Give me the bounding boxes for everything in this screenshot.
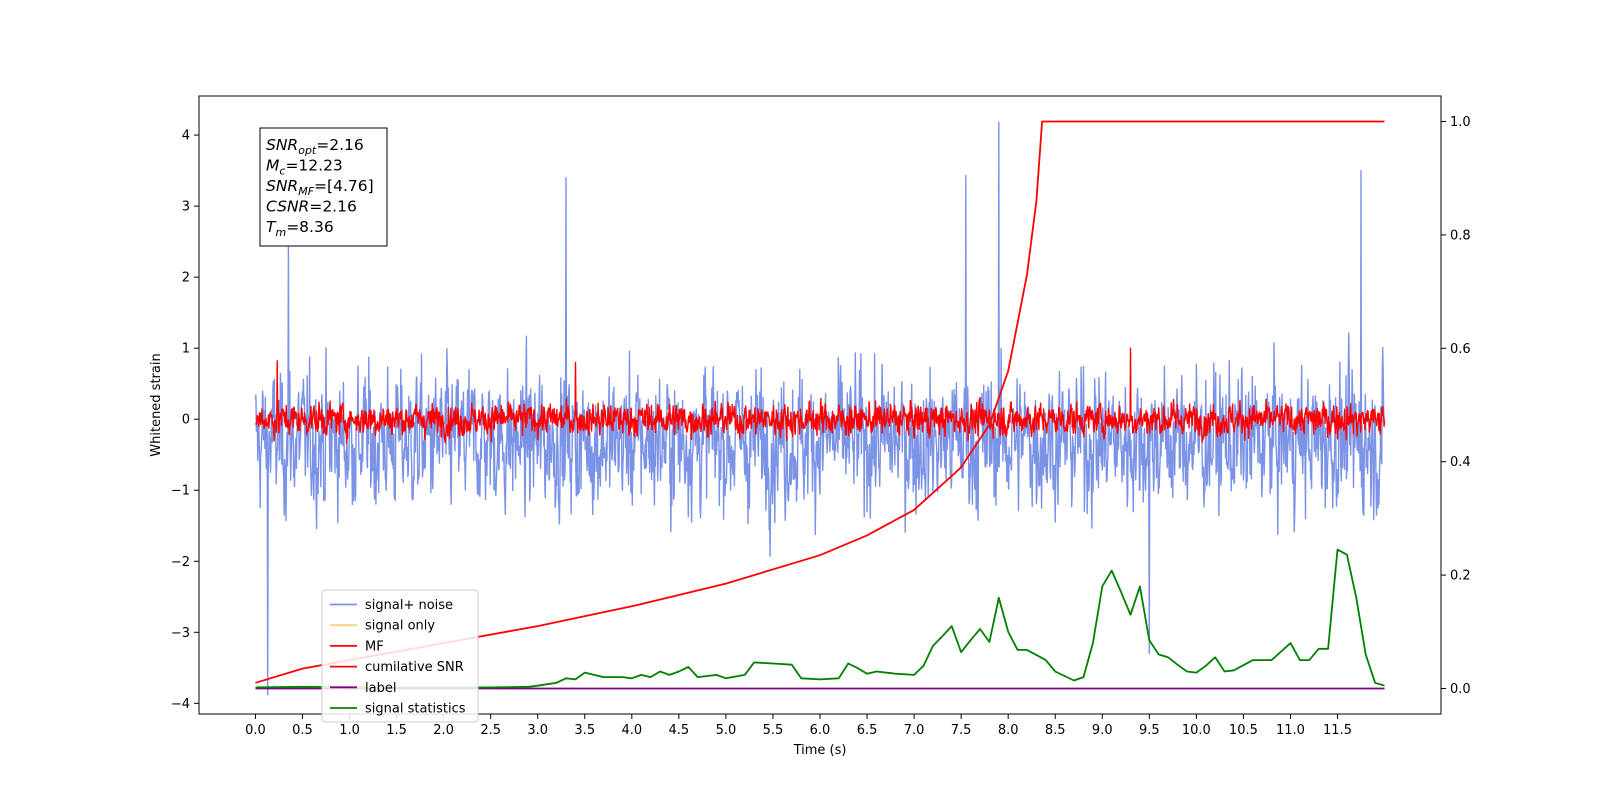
x-tick-label: 1.5: [386, 723, 407, 738]
x-tick-label: 9.5: [1139, 723, 1160, 738]
annotation-subscript: MF: [298, 185, 314, 198]
y-tick-label: −1: [171, 484, 190, 499]
x-tick-label: 3.0: [527, 723, 548, 738]
annotation-value: =8.36: [286, 218, 334, 236]
annotation-value: =2.16: [316, 136, 364, 154]
y2-tick-label: 0.8: [1450, 228, 1471, 243]
y-tick-label: −2: [171, 555, 190, 570]
x-tick-label: 11.0: [1276, 723, 1305, 738]
ticks-layer: 0.0 0.5 1.0 1.5 2.0 2.5 3.0 3.5 4.0 4.5 5.0 5.5 6.0 6…: [171, 115, 1471, 738]
annotation-subscript: opt: [298, 144, 317, 157]
legend-label: signal only: [365, 619, 435, 634]
x-tick-label: 5.0: [716, 723, 737, 738]
x-tick-label: 5.5: [763, 723, 784, 738]
x-tick-label: 10.0: [1182, 723, 1211, 738]
y2-tick-label: 0.2: [1450, 569, 1471, 584]
x-tick-label: 0.0: [245, 723, 266, 738]
y-tick-label: 2: [182, 271, 190, 286]
y-tick-label: 1: [182, 342, 190, 357]
annotation-line: Tm=8.36: [266, 218, 334, 239]
annotation-symbol: SNR: [266, 177, 298, 195]
x-tick-label: 1.0: [339, 723, 360, 738]
x-tick-label: 8.5: [1045, 723, 1066, 738]
series-line-signal-statistics: [255, 548, 1385, 689]
annotation-value: =[4.76]: [314, 177, 374, 195]
x-axis-label: Time (s): [793, 743, 847, 758]
legend-label: MF: [365, 639, 384, 654]
y-tick-label: 4: [182, 129, 190, 144]
annotation-box: SNRopt=2.16Mc=12.23SNRMF=[4.76]CSNR=2.16…: [259, 127, 388, 247]
annotation-symbol: T: [266, 218, 277, 236]
x-tick-label: 11.5: [1323, 723, 1352, 738]
x-tick-label: 0.5: [292, 723, 313, 738]
x-tick-label: 6.5: [857, 723, 878, 738]
annotation-symbol: M: [266, 157, 279, 175]
annotation-line: CSNR=2.16: [266, 198, 357, 216]
x-tick-label: 2.5: [480, 723, 501, 738]
x-tick-label: 6.0: [810, 723, 831, 738]
y-tick-label: 0: [182, 413, 190, 428]
legend: signal+ noise signal only MF cumilative SNR…: [321, 589, 479, 723]
series-line-mf: [255, 347, 1386, 444]
x-tick-label: 2.0: [433, 723, 454, 738]
annotation-line: SNRopt=2.16: [266, 136, 364, 157]
y-tick-label: −3: [171, 626, 190, 641]
annotation-line: Mc=12.23: [266, 157, 343, 178]
x-tick-label: 8.0: [998, 723, 1019, 738]
y2-tick-label: 0.0: [1450, 682, 1471, 697]
legend-label: signal+ noise: [365, 598, 453, 613]
x-tick-label: 3.5: [574, 723, 595, 738]
annotation-value: =12.23: [285, 157, 342, 175]
annotation-symbol: CSNR: [266, 198, 309, 216]
x-tick-label: 7.0: [904, 723, 925, 738]
y2-tick-label: 0.6: [1450, 342, 1471, 357]
y-tick-label: −4: [171, 697, 190, 712]
x-tick-label: 4.5: [669, 723, 690, 738]
legend-label: signal statistics: [365, 702, 466, 717]
annotation-symbol: SNR: [266, 136, 298, 154]
x-tick-label: 4.0: [621, 723, 642, 738]
y2-tick-label: 1.0: [1450, 115, 1471, 130]
x-tick-label: 9.0: [1092, 723, 1113, 738]
y-axis-label: Whitened strain: [149, 353, 164, 456]
annotation-value: =2.16: [309, 198, 357, 216]
y2-tick-label: 0.4: [1450, 455, 1471, 470]
annotation-subscript: m: [275, 226, 286, 239]
legend-frame: [321, 589, 479, 723]
x-tick-label: 7.5: [951, 723, 972, 738]
annotation-line: SNRMF=[4.76]: [266, 177, 374, 198]
legend-label: cumilative SNR: [365, 660, 464, 675]
annotation-frame: [259, 127, 388, 247]
x-tick-label: 10.5: [1229, 723, 1258, 738]
legend-label: label: [365, 681, 396, 696]
annotation-subscript: c: [279, 165, 285, 178]
y-tick-label: 3: [182, 200, 190, 215]
